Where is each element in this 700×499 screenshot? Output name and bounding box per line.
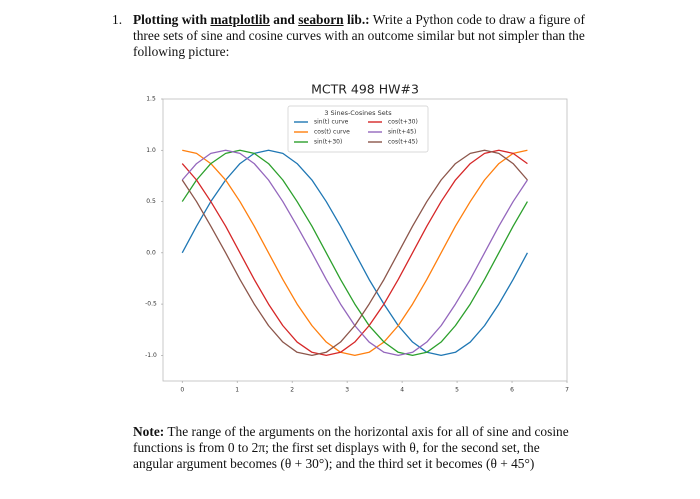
- x-tick-label: 3: [345, 387, 349, 394]
- legend-label: cos(t+45): [388, 139, 418, 146]
- y-tick-label: 0.5: [146, 198, 156, 205]
- curve: [181, 149, 528, 357]
- heading-part: matplotlib: [210, 12, 270, 27]
- legend-label: sin(t+30): [314, 139, 342, 146]
- legend-box: [287, 105, 429, 153]
- chart-title: MCTR 498 HW#3: [311, 82, 419, 97]
- curve: [181, 149, 528, 357]
- curve: [182, 149, 528, 357]
- curve: [181, 149, 528, 357]
- y-tick-label: 1.0: [146, 147, 156, 154]
- curve: [181, 149, 528, 357]
- y-tick-label: -1.0: [145, 352, 157, 359]
- x-tick-label: 1: [235, 387, 239, 394]
- question: Plotting with matplotlib and seaborn lib…: [133, 12, 611, 60]
- heading-part: seaborn: [298, 12, 344, 27]
- legend-title: 3 Sines-Cosines Sets: [324, 109, 392, 117]
- note-text: The range of the arguments on the horizo…: [133, 424, 569, 471]
- x-tick-label: 2: [290, 387, 294, 394]
- legend-label: cos(t) curve: [314, 129, 350, 136]
- heading: Plotting with matplotlib and seaborn lib…: [133, 12, 370, 27]
- question-text: Write a Python code to draw a figure of …: [133, 12, 585, 59]
- x-tick-label: 7: [565, 387, 569, 394]
- heading-part: lib.:: [343, 12, 370, 27]
- y-tick-label: 0.0: [146, 249, 156, 256]
- x-tick-label: 5: [455, 387, 459, 394]
- x-tick-label: 4: [400, 387, 404, 394]
- x-tick-label: 6: [510, 387, 514, 394]
- question-number: 1.: [112, 12, 123, 27]
- y-tick-label: 1.5: [146, 96, 156, 103]
- legend-label: cos(t+30): [388, 119, 418, 126]
- x-tick-label: 0: [180, 387, 184, 394]
- heading-part: Plotting with: [133, 12, 211, 27]
- heading-part: and: [269, 12, 299, 27]
- note: Note: The range of the arguments on the …: [133, 424, 583, 472]
- legend-label: sin(t+45): [388, 129, 416, 136]
- note-label: Note:: [133, 424, 165, 439]
- legend-label: sin(t) curve: [314, 119, 349, 126]
- y-tick-label: -0.5: [145, 301, 157, 308]
